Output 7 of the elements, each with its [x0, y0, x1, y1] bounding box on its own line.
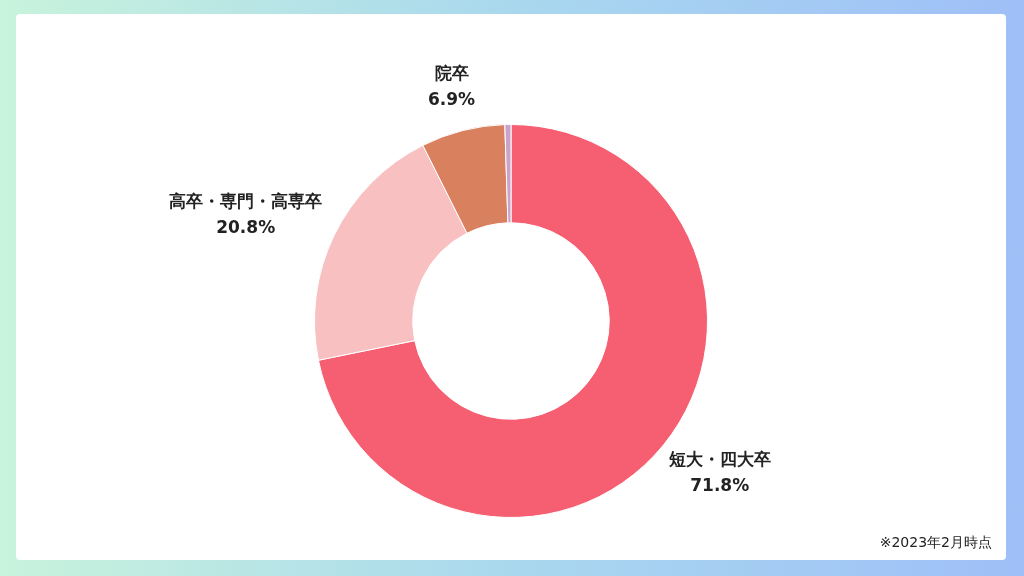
- slice-label: 高卒・専門・高専卒: [169, 191, 323, 212]
- data-label: 6.9%: [427, 89, 476, 110]
- text: ※2023年2月時点: [879, 534, 992, 552]
- slice-label: 短大・四大卒: [667, 448, 771, 469]
- data-label: 20.8%: [216, 217, 276, 238]
- slice-label: 院卒: [434, 63, 469, 84]
- data-label: 71.8%: [690, 474, 750, 495]
